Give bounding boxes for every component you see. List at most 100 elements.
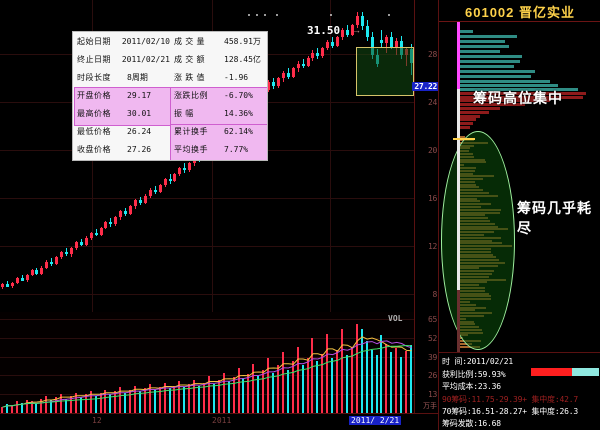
volume-panel-label: VOL: [388, 314, 403, 323]
chip-bar-above-cost: [459, 34, 517, 38]
chip-bar-below-cost: [459, 122, 473, 126]
annotation-chips-exhausted: 筹码几乎耗尽: [517, 200, 592, 236]
volume-bar: [356, 323, 358, 413]
volume-bar: [159, 387, 161, 413]
volume-bar: [395, 348, 397, 413]
chip-bar-above-cost: [459, 75, 531, 79]
info-cell-left: 最高价格 30.01: [73, 104, 170, 122]
volume-bar: [218, 379, 220, 413]
info-value: 7.77%: [224, 144, 249, 154]
volume-bar: [31, 401, 33, 413]
volume-bar: [321, 353, 323, 413]
volume-bar: [70, 395, 72, 413]
chip-bar-above-cost: [459, 88, 578, 91]
chip-distribution-panel[interactable]: 601002 晋亿实业 筹码高位集中 筹码几乎耗尽: [438, 0, 600, 352]
info-row: 收盘价格 27.26 平均换手 7.77%: [73, 140, 267, 158]
volume-bar: [213, 384, 215, 413]
date-axis: 12 2011 2011/ 2/21: [0, 413, 438, 430]
volume-axis-tick: 26: [427, 371, 437, 381]
readout-avgcost-colon: :: [473, 382, 478, 391]
selected-date-badge: 2011/ 2/21: [349, 416, 402, 425]
info-cell-right: 平均换手 7.77%: [170, 140, 267, 158]
volume-bar: [134, 385, 136, 413]
volume-bar: [149, 384, 151, 413]
chip-bar-below-cost: [459, 126, 471, 130]
marker-dot: [248, 14, 250, 16]
period-statistics-box[interactable]: 起始日期 2011/02/10 成 交 量 458.91万 终止日期 2011/02/21…: [72, 31, 268, 161]
volume-bar: [6, 404, 8, 413]
price-axis-tick: 8: [432, 290, 437, 299]
volume-bar: [193, 379, 195, 413]
info-value: 14.36%: [224, 108, 253, 118]
volume-bar: [247, 374, 249, 413]
volume-bar: [380, 335, 382, 413]
readout-profit-label: 获利比例: [442, 370, 474, 379]
volume-bar: [385, 343, 387, 413]
selection-box[interactable]: [356, 47, 414, 96]
volume-bar: [302, 365, 304, 413]
marker-dot: [256, 14, 258, 16]
exhausted-chips-ellipse: [441, 131, 515, 350]
volume-bar: [233, 376, 235, 413]
chip-bar-below-cost: [459, 110, 490, 114]
info-label: 开盘价格: [77, 90, 111, 100]
volume-chart-panel[interactable]: VOL: [0, 312, 414, 413]
info-cell-right: 成 交 额 128.45亿: [170, 50, 267, 68]
title-divider: [439, 21, 600, 22]
chip-bar-above-cost: [459, 49, 501, 53]
info-value: 29.17: [127, 90, 152, 100]
volume-bar: [228, 381, 230, 413]
volume-bar: [326, 333, 328, 413]
volume-bar: [104, 389, 106, 413]
volume-bar: [203, 382, 205, 413]
info-value: -1.96: [224, 72, 249, 82]
info-row: 最低价格 26.24 累计换手 62.14%: [73, 122, 267, 140]
volume-bar: [208, 375, 210, 413]
info-row: 时段长度 8周期 涨 跌 值 -1.96: [73, 68, 267, 86]
info-value: 128.45亿: [224, 54, 261, 64]
volume-bar: [109, 394, 111, 413]
volume-bar: [85, 394, 87, 413]
chip-histogram-area: [439, 22, 600, 352]
readout-time-value: 2011/02/21: [466, 357, 514, 366]
info-value: 458.91万: [224, 36, 261, 46]
volume-axis-tick: 52: [427, 333, 437, 343]
symbol-title: 601002 晋亿实业: [465, 5, 575, 20]
info-value: 8周期: [127, 72, 148, 82]
price-axis-tick: 20: [427, 146, 437, 155]
marker-dot: [264, 14, 266, 16]
volume-bar: [139, 391, 141, 413]
info-value: 2011/02/10: [121, 36, 170, 46]
volume-bar: [297, 346, 299, 413]
readout-chip90: 90筹码:11.75-29.39+ 集中度:42.7: [442, 395, 578, 404]
volume-bar: [371, 349, 373, 413]
chip-bar-above-cost: [459, 80, 551, 84]
volume-bar: [238, 368, 240, 413]
volume-bar: [45, 395, 47, 413]
volume-bar: [336, 349, 338, 413]
volume-bar: [376, 355, 378, 413]
readout-divergence: 筹码发散:16.68: [442, 419, 501, 428]
info-label: 涨跌比例: [174, 90, 208, 100]
gridline: [0, 198, 414, 199]
volume-unit-label: 万手: [423, 403, 437, 410]
volume-axis-tick: 39: [427, 352, 437, 362]
volume-bar: [277, 365, 279, 413]
volume-bar: [307, 358, 309, 413]
readout-profit-value: 59.93%: [477, 370, 506, 379]
chip-bar-above-cost: [459, 84, 559, 88]
volume-bar: [154, 389, 156, 413]
volume-bar: [100, 392, 102, 413]
info-label: 成 交 额: [174, 54, 205, 64]
volume-bar: [60, 394, 62, 413]
volume-bar: [16, 401, 18, 413]
profit-ratio-remainder: [571, 368, 599, 376]
chip-bar-above-cost: [459, 29, 473, 33]
volume-bar: [351, 346, 353, 413]
profit-ratio-filled: [531, 368, 572, 376]
gridline: [0, 337, 414, 339]
volume-bar: [390, 352, 392, 413]
info-value: 30.01: [127, 108, 152, 118]
peak-arrow-icon: →: [352, 25, 361, 35]
volume-bar: [21, 402, 23, 413]
